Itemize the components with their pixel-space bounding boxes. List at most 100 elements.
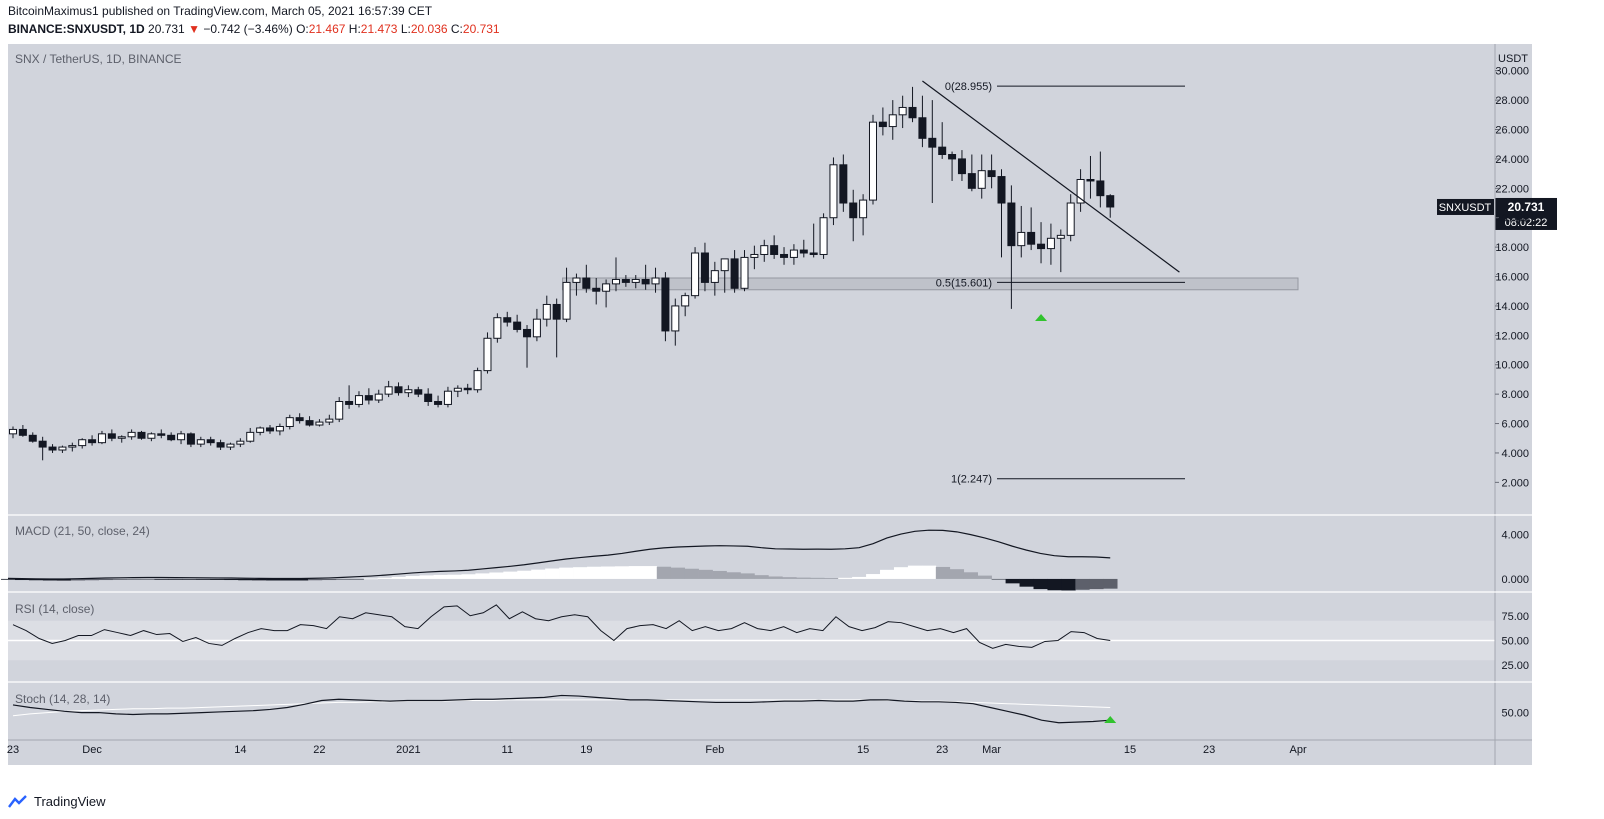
candle[interactable] bbox=[651, 267, 660, 293]
candle[interactable] bbox=[1027, 207, 1036, 251]
candle[interactable] bbox=[414, 386, 423, 398]
candle[interactable] bbox=[434, 395, 443, 408]
candle[interactable] bbox=[592, 278, 601, 305]
candle[interactable] bbox=[78, 438, 87, 449]
candle[interactable] bbox=[1017, 205, 1026, 258]
candle[interactable] bbox=[1037, 222, 1046, 264]
candle[interactable] bbox=[789, 244, 798, 265]
candle[interactable] bbox=[809, 223, 818, 258]
candle[interactable] bbox=[246, 427, 255, 443]
candle[interactable] bbox=[967, 154, 976, 192]
candle[interactable] bbox=[503, 311, 512, 327]
rsi-line[interactable] bbox=[12, 604, 1111, 649]
candle[interactable] bbox=[453, 385, 462, 398]
candle[interactable] bbox=[295, 413, 304, 424]
candle[interactable] bbox=[1096, 151, 1105, 208]
candle[interactable] bbox=[196, 436, 205, 448]
candle[interactable] bbox=[38, 436, 47, 461]
candle[interactable] bbox=[463, 383, 472, 395]
candle[interactable] bbox=[374, 389, 383, 403]
candle[interactable] bbox=[641, 264, 650, 290]
candle[interactable] bbox=[631, 275, 640, 289]
candle[interactable] bbox=[799, 239, 808, 258]
candle[interactable] bbox=[88, 435, 97, 446]
candle[interactable] bbox=[770, 235, 779, 259]
candle[interactable] bbox=[394, 382, 403, 396]
candle[interactable] bbox=[948, 151, 957, 181]
candle[interactable] bbox=[167, 432, 176, 442]
candle[interactable] bbox=[681, 292, 690, 317]
candle[interactable] bbox=[532, 308, 541, 342]
candle[interactable] bbox=[898, 95, 907, 129]
candle[interactable] bbox=[760, 239, 769, 262]
candle[interactable] bbox=[9, 426, 17, 439]
price-pane[interactable]: SNX / TetherUS, 1D, BINANCE 0(28.955) 0.5(… bbox=[9, 52, 1558, 486]
candle[interactable] bbox=[562, 267, 571, 323]
candle[interactable] bbox=[888, 100, 897, 140]
candle[interactable] bbox=[780, 247, 789, 265]
candle[interactable] bbox=[266, 425, 275, 434]
candle[interactable] bbox=[1046, 223, 1055, 265]
stoch-d-line[interactable] bbox=[12, 699, 1111, 717]
candle[interactable] bbox=[137, 430, 146, 440]
candle[interactable] bbox=[523, 325, 532, 368]
candle[interactable] bbox=[572, 273, 581, 296]
candle[interactable] bbox=[918, 95, 927, 148]
candle[interactable] bbox=[226, 442, 235, 451]
candle[interactable] bbox=[908, 86, 917, 123]
candle[interactable] bbox=[216, 439, 225, 451]
candle[interactable] bbox=[710, 261, 719, 296]
candle[interactable] bbox=[147, 432, 156, 442]
candle[interactable] bbox=[977, 154, 986, 199]
candle[interactable] bbox=[829, 157, 838, 226]
candle[interactable] bbox=[424, 388, 433, 406]
candle[interactable] bbox=[602, 279, 611, 308]
candle[interactable] bbox=[404, 385, 413, 398]
candle[interactable] bbox=[186, 432, 195, 448]
candle[interactable] bbox=[127, 429, 136, 440]
candle[interactable] bbox=[275, 423, 284, 436]
candle[interactable] bbox=[335, 397, 344, 423]
macd-line[interactable] bbox=[7, 529, 1111, 580]
macd-pane[interactable]: MACD (21, 50, close, 24) bbox=[1, 524, 1118, 591]
candle[interactable] bbox=[493, 313, 502, 343]
candle[interactable] bbox=[552, 298, 561, 358]
candle[interactable] bbox=[938, 122, 947, 159]
candle[interactable] bbox=[345, 385, 354, 409]
candle[interactable] bbox=[325, 414, 334, 426]
candle[interactable] bbox=[206, 436, 215, 446]
candle[interactable] bbox=[859, 194, 868, 236]
candle[interactable] bbox=[621, 275, 630, 287]
candle[interactable] bbox=[1106, 194, 1115, 218]
candle[interactable] bbox=[384, 380, 393, 398]
candle[interactable] bbox=[513, 314, 522, 333]
candle[interactable] bbox=[671, 298, 680, 346]
candle[interactable] bbox=[849, 189, 858, 242]
candle[interactable] bbox=[1007, 185, 1016, 309]
candle[interactable] bbox=[997, 169, 1006, 258]
candle[interactable] bbox=[354, 391, 363, 408]
candle[interactable] bbox=[819, 213, 828, 259]
candle[interactable] bbox=[868, 114, 877, 205]
candle[interactable] bbox=[740, 250, 749, 292]
descending-trendline[interactable] bbox=[922, 80, 1180, 273]
candle[interactable] bbox=[117, 435, 126, 443]
candle[interactable] bbox=[957, 150, 966, 181]
candle[interactable] bbox=[18, 425, 27, 437]
candle[interactable] bbox=[107, 429, 116, 442]
tradingview-logo[interactable]: TradingView bbox=[8, 794, 106, 809]
candle[interactable] bbox=[720, 258, 729, 293]
candle[interactable] bbox=[364, 388, 373, 405]
candle[interactable] bbox=[58, 445, 67, 453]
author-name[interactable]: BitcoinMaximus1 bbox=[8, 4, 99, 18]
candle[interactable] bbox=[928, 100, 937, 204]
candle[interactable] bbox=[157, 429, 166, 439]
candle[interactable] bbox=[68, 442, 77, 452]
candle[interactable] bbox=[28, 432, 37, 443]
candle[interactable] bbox=[611, 257, 620, 292]
candle[interactable] bbox=[730, 250, 739, 293]
support-zone[interactable] bbox=[562, 277, 1299, 291]
candle[interactable] bbox=[285, 414, 294, 430]
candle[interactable] bbox=[1086, 155, 1095, 199]
